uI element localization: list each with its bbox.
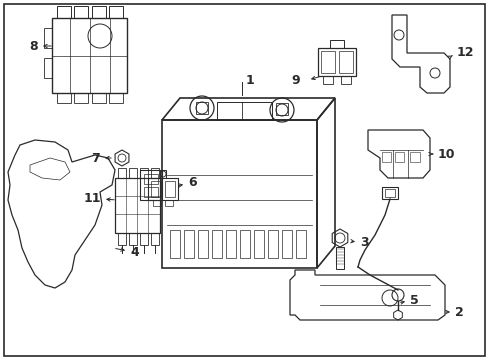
Bar: [212, 230, 222, 258]
Bar: [129, 233, 137, 245]
Bar: [140, 170, 162, 200]
Bar: [253, 230, 264, 258]
Text: 1: 1: [244, 73, 253, 86]
Text: 11: 11: [83, 192, 101, 204]
Bar: [118, 168, 126, 178]
Bar: [409, 152, 419, 162]
Bar: [148, 178, 178, 200]
Text: 8: 8: [29, 40, 38, 53]
Bar: [323, 76, 332, 84]
Bar: [320, 51, 334, 73]
Text: 12: 12: [456, 46, 473, 59]
Bar: [44, 28, 52, 48]
Bar: [57, 6, 71, 18]
Bar: [381, 152, 390, 162]
Bar: [129, 168, 137, 178]
Bar: [151, 168, 159, 178]
Bar: [295, 230, 305, 258]
Bar: [74, 6, 88, 18]
Bar: [164, 181, 175, 197]
Bar: [52, 18, 127, 93]
Bar: [335, 247, 343, 269]
Bar: [282, 230, 291, 258]
Bar: [44, 58, 52, 78]
Text: 2: 2: [454, 306, 463, 319]
Bar: [92, 93, 106, 103]
Bar: [109, 6, 123, 18]
Text: 6: 6: [187, 176, 196, 189]
Bar: [153, 200, 161, 206]
Bar: [140, 233, 148, 245]
Bar: [109, 93, 123, 103]
Bar: [183, 230, 194, 258]
Text: 5: 5: [409, 293, 418, 306]
Text: 3: 3: [359, 237, 368, 249]
Bar: [140, 168, 148, 178]
Bar: [198, 230, 207, 258]
Bar: [160, 170, 165, 178]
Bar: [92, 6, 106, 18]
Bar: [143, 187, 158, 197]
Bar: [225, 230, 236, 258]
Bar: [338, 51, 352, 73]
Text: 9: 9: [291, 73, 299, 86]
Text: 4: 4: [130, 246, 139, 258]
Bar: [394, 152, 403, 162]
Bar: [275, 103, 287, 115]
Bar: [340, 76, 350, 84]
Bar: [143, 174, 158, 184]
Text: 7: 7: [91, 152, 100, 165]
Bar: [151, 181, 161, 197]
Bar: [118, 233, 126, 245]
Bar: [164, 200, 173, 206]
Bar: [381, 187, 397, 199]
Text: 10: 10: [437, 148, 454, 161]
Bar: [74, 93, 88, 103]
Bar: [317, 48, 355, 76]
Bar: [151, 233, 159, 245]
Bar: [170, 230, 180, 258]
Bar: [57, 93, 71, 103]
Bar: [329, 40, 343, 48]
Bar: [115, 178, 160, 233]
Bar: [217, 102, 271, 120]
Bar: [267, 230, 278, 258]
Bar: [240, 230, 249, 258]
Bar: [384, 189, 394, 197]
Bar: [162, 120, 316, 268]
Bar: [196, 102, 207, 114]
